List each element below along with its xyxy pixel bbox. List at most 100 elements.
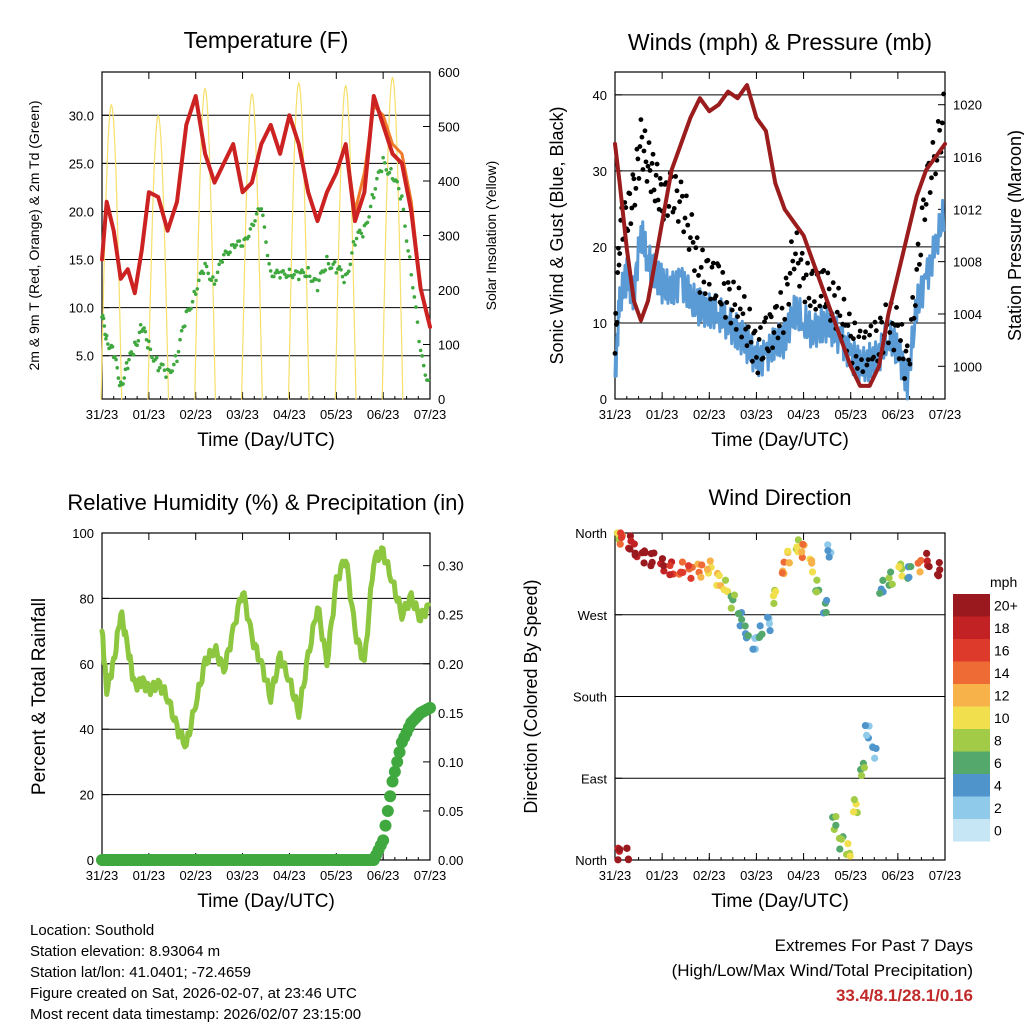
- gust-point: [834, 309, 840, 315]
- gust-point: [790, 258, 796, 264]
- gust-point: [832, 293, 837, 298]
- direction-point: [658, 555, 667, 563]
- direction-point: [640, 559, 648, 567]
- direction-point: [715, 571, 723, 580]
- direction-point: [764, 613, 772, 621]
- direction-point: [624, 856, 633, 864]
- dewpoint-point: [154, 355, 159, 360]
- dewpoint-point: [384, 168, 389, 172]
- colorbar-label: 14: [994, 665, 1010, 681]
- x-axis-label: Time (Day/UTC): [197, 891, 335, 912]
- dewpoint-point: [401, 207, 406, 212]
- dewpoint-point: [122, 376, 127, 380]
- dewpoint-point: [297, 277, 301, 282]
- gust-point: [645, 163, 651, 169]
- dewpoint-point: [113, 354, 117, 359]
- dewpoint-point: [164, 375, 168, 379]
- gust-point: [895, 323, 901, 328]
- gust-point: [837, 313, 843, 319]
- direction-point: [630, 540, 638, 548]
- gust-point: [864, 362, 870, 368]
- gust-point: [868, 323, 874, 329]
- gust-point: [911, 315, 917, 321]
- precip-point: [381, 804, 394, 817]
- x-tick-label: 03/23: [226, 868, 259, 883]
- direction-point: [844, 840, 852, 848]
- gust-point: [665, 213, 670, 219]
- colorbar-swatch: [953, 729, 990, 752]
- y-right-tick-label: 1000: [953, 359, 982, 374]
- direction-point: [824, 541, 832, 549]
- y-tick-label: 10.0: [69, 301, 94, 316]
- colorbar-title: mph: [990, 574, 1017, 590]
- direction-point: [727, 604, 735, 612]
- y-right-tick-label: 200: [438, 283, 460, 298]
- gust-point: [697, 290, 703, 295]
- dewpoint-point: [272, 274, 276, 279]
- direction-point: [879, 576, 887, 584]
- gust-point: [856, 334, 862, 340]
- precip-point: [386, 775, 399, 788]
- precip-point: [377, 834, 390, 847]
- gust-point: [795, 260, 801, 266]
- dewpoint-point: [359, 231, 364, 236]
- direction-point: [734, 610, 743, 618]
- gust-point: [727, 286, 732, 292]
- x-tick-label: 02/23: [179, 407, 212, 422]
- dewpoint-point: [102, 324, 107, 328]
- gust-point: [779, 305, 785, 311]
- colorbar-swatch: [953, 616, 990, 639]
- gust-point: [921, 197, 926, 203]
- extremes-block: Extremes For Past 7 Days (High/Low/Max W…: [672, 933, 973, 1008]
- dewpoint-point: [389, 166, 393, 171]
- dewpoint-point: [315, 288, 320, 293]
- dewpoint-point: [121, 382, 125, 386]
- gust-point: [650, 151, 656, 157]
- dewpoint-point: [254, 211, 259, 216]
- direction-point: [738, 615, 746, 624]
- direction-point: [616, 540, 624, 548]
- dewpoint-point: [382, 160, 387, 165]
- gust-point: [863, 329, 868, 335]
- gust-point: [686, 247, 692, 253]
- gust-point: [653, 172, 659, 178]
- dewpoint-point: [282, 272, 287, 276]
- gust-point: [696, 273, 701, 278]
- dewpoint-point: [100, 313, 105, 318]
- direction-point: [766, 626, 774, 635]
- gust-point: [708, 296, 714, 302]
- dewpoint-point: [420, 354, 424, 358]
- dewpoint-point: [262, 225, 267, 229]
- gust-point: [817, 303, 823, 309]
- dewpoint-point: [353, 243, 357, 247]
- x-tick-label: 02/23: [693, 868, 726, 883]
- gust-point: [935, 119, 941, 124]
- x-tick-label: 31/23: [86, 407, 119, 422]
- gust-point: [802, 299, 808, 305]
- gust-point: [776, 323, 782, 329]
- gust-point: [629, 205, 635, 211]
- gust-point: [867, 332, 872, 338]
- dewpoint-point: [329, 266, 334, 270]
- direction-point: [916, 568, 924, 576]
- gust-point: [744, 343, 750, 349]
- dewpoint-point: [314, 277, 318, 282]
- y-tick-label: 10: [593, 316, 607, 331]
- dewpoint-point: [334, 270, 339, 275]
- gust-point: [700, 247, 705, 253]
- y-right-tick-label: 100: [438, 338, 460, 353]
- direction-point: [860, 764, 868, 772]
- dewpoint-point: [278, 276, 282, 280]
- dewpoint-point: [295, 269, 300, 274]
- dewpoint-point: [228, 250, 232, 255]
- dewpoint-point: [143, 329, 148, 334]
- dewpoint-point: [136, 339, 141, 343]
- gust-point: [612, 350, 618, 356]
- y-tick-label: 40: [80, 722, 94, 737]
- direction-point: [898, 572, 906, 580]
- direction-point: [923, 557, 931, 565]
- dewpoint-point: [222, 252, 226, 257]
- y-right-tick-label: 1008: [953, 255, 982, 270]
- direction-point: [849, 808, 858, 816]
- y-right-tick-label: 1020: [953, 98, 982, 113]
